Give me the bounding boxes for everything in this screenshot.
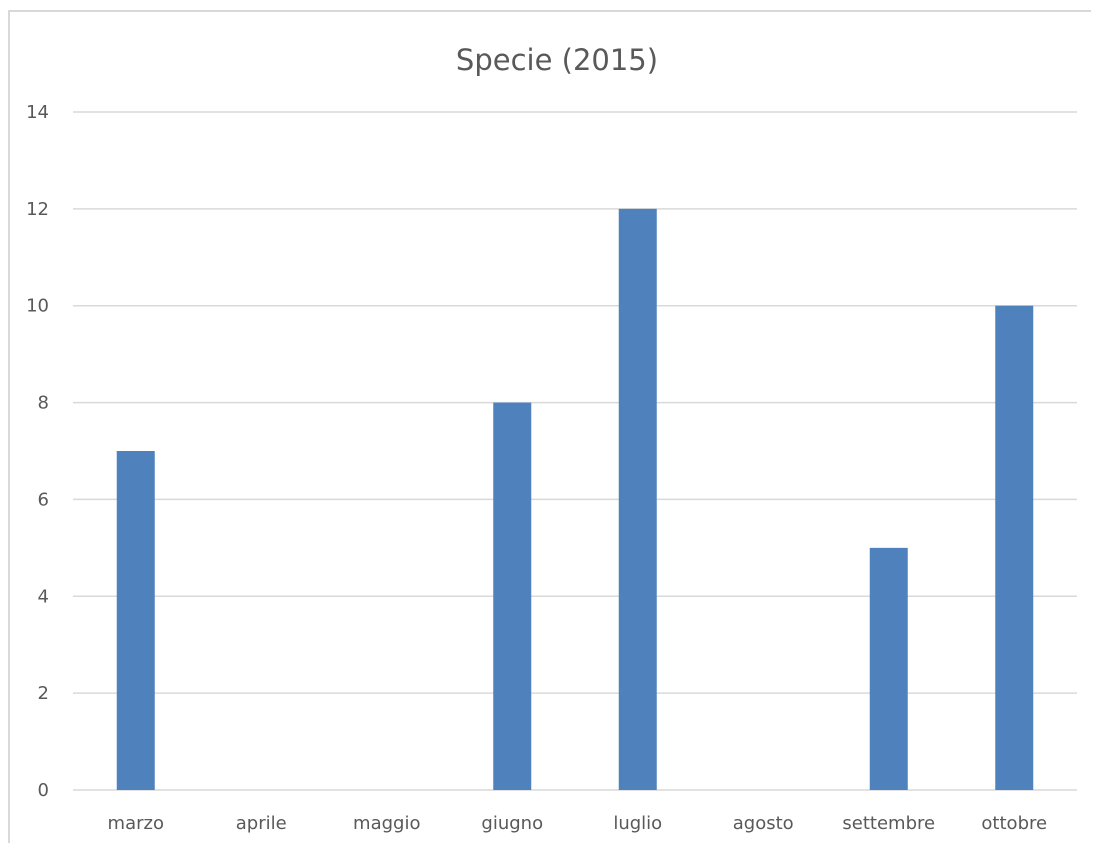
y-tick-label: 6 — [38, 489, 49, 510]
x-tick-label-aprile: aprile — [236, 813, 287, 834]
chart-frame — [8, 10, 1091, 843]
x-tick-label-marzo: marzo — [108, 813, 164, 834]
bar-marzo — [116, 451, 155, 790]
x-tick-label-ottobre: ottobre — [981, 813, 1047, 834]
bar-ottobre — [995, 305, 1034, 790]
y-axis-ticks: 0 2 4 6 8 10 12 14 — [26, 102, 49, 801]
y-tick-label: 10 — [26, 296, 49, 317]
y-tick-label: 12 — [26, 199, 49, 220]
bar-luglio — [618, 208, 657, 790]
x-tick-label-agosto: agosto — [733, 813, 794, 834]
bar-giugno — [493, 402, 532, 790]
y-tick-label: 14 — [26, 102, 49, 123]
y-tick-label: 8 — [38, 393, 49, 414]
bars — [116, 208, 1034, 790]
bar-settembre — [869, 547, 908, 790]
x-tick-label-giugno: giugno — [481, 813, 543, 834]
x-tick-label-maggio: maggio — [353, 813, 420, 834]
x-axis-ticks: marzo aprile maggio giugno luglio agosto sette… — [108, 813, 1048, 834]
x-tick-label-settembre: settembre — [842, 813, 935, 834]
gridlines — [73, 111, 1077, 791]
x-tick-label-luglio: luglio — [613, 813, 662, 834]
chart-title: Specie (2015) — [456, 43, 658, 77]
y-tick-label: 0 — [38, 780, 49, 801]
y-tick-label: 4 — [38, 586, 49, 607]
y-tick-label: 2 — [38, 683, 49, 704]
